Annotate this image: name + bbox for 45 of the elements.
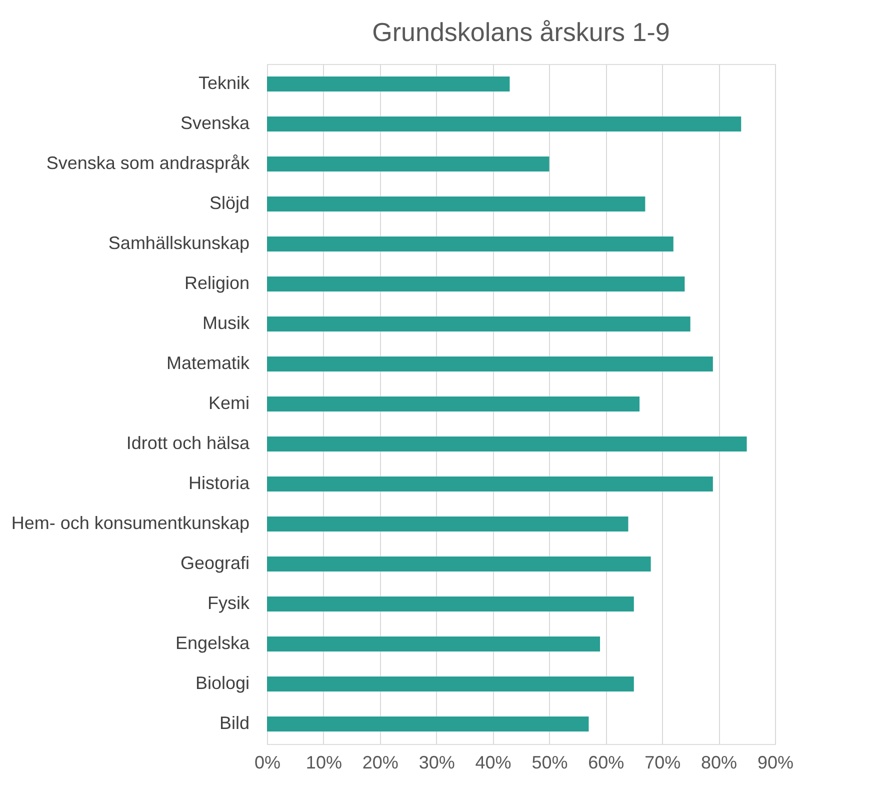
y-tick-label: Historia: [188, 473, 250, 493]
x-tick-label: 80%: [701, 752, 738, 772]
y-tick-label: Kemi: [208, 393, 250, 413]
x-tick-label: 30%: [418, 752, 455, 772]
x-tick-label: 10%: [306, 752, 342, 772]
y-tick-label: Musik: [202, 313, 250, 333]
bar: [267, 476, 713, 492]
x-tick-label: 50%: [532, 752, 568, 772]
y-tick-label: Geografi: [180, 553, 250, 573]
bar: [267, 116, 742, 132]
bar: [267, 396, 640, 412]
y-tick-label: Hem- och konsumentkunskap: [11, 513, 250, 533]
y-tick-label: Fysik: [208, 593, 250, 613]
x-tick-label: 60%: [588, 752, 624, 772]
y-tick-label: Biologi: [195, 673, 250, 693]
bar: [267, 716, 589, 732]
x-tick-label: 40%: [475, 752, 512, 772]
y-tick-label: Samhällskunskap: [108, 233, 250, 253]
y-tick-label: Matematik: [166, 353, 250, 373]
bar: [267, 316, 690, 332]
x-tick-label: 90%: [757, 752, 794, 772]
bar: [267, 636, 600, 652]
y-tick-label: Religion: [184, 273, 250, 293]
bar: [267, 436, 747, 452]
bar: [267, 236, 674, 252]
bar: [267, 516, 628, 532]
y-tick-label: Teknik: [198, 73, 250, 93]
y-tick-label: Svenska: [180, 113, 250, 133]
y-tick-label: Engelska: [175, 633, 250, 653]
bar: [267, 356, 713, 372]
bar: [267, 276, 685, 292]
y-tick-label: Bild: [219, 713, 250, 733]
bar: [267, 196, 646, 212]
y-tick-label: Idrott och hälsa: [126, 433, 250, 453]
x-tick-label: 0%: [254, 752, 281, 772]
bar: [267, 596, 634, 612]
x-tick-label: 70%: [644, 752, 681, 772]
bar: [267, 76, 510, 92]
chart-title: Grundskolans årskurs 1-9: [372, 17, 670, 47]
bar: [267, 556, 651, 572]
x-tick-label: 20%: [362, 752, 398, 772]
y-tick-label: Svenska som andraspråk: [46, 153, 250, 173]
y-tick-label: Slöjd: [209, 193, 250, 213]
bar: [267, 676, 634, 692]
bar: [267, 156, 550, 172]
